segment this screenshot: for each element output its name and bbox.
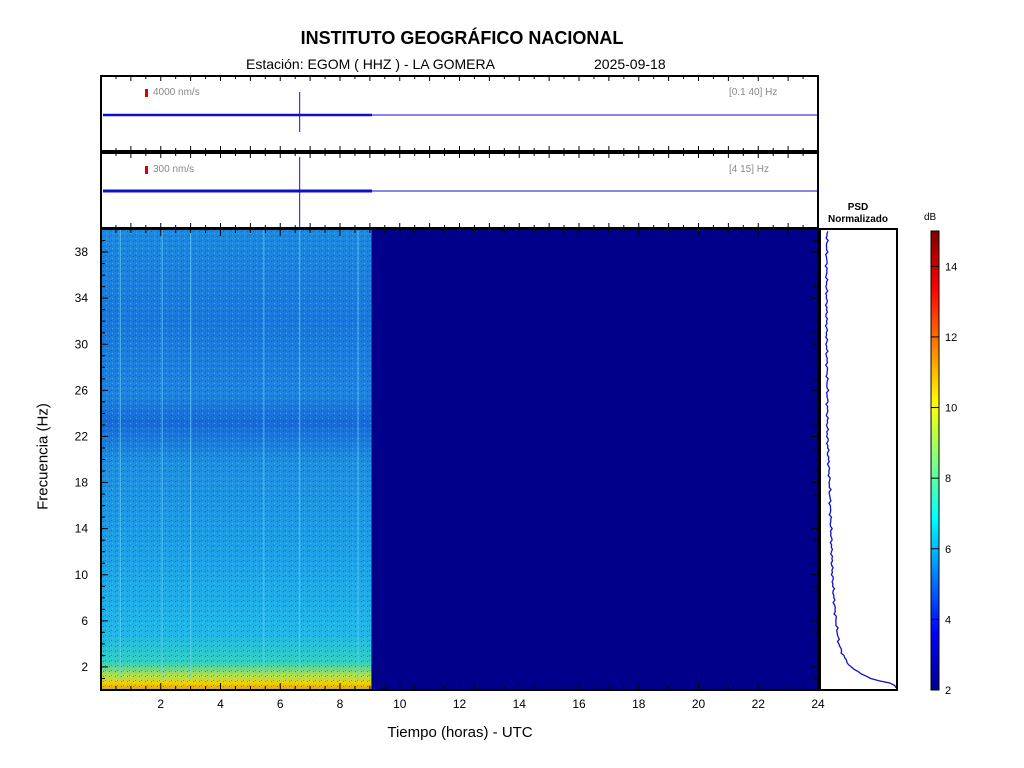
colorbar-tick-label: 10 <box>945 403 957 415</box>
trace2-amplitude-label: 300 nm/s <box>153 164 195 175</box>
trace-panel-filtered <box>100 152 819 229</box>
colorbar-tick-label: 8 <box>945 473 951 485</box>
y-tick-label: 30 <box>75 337 89 351</box>
x-tick-label: 6 <box>277 697 284 711</box>
spectrogram-no-data-region <box>371 229 818 690</box>
y-tick-label: 6 <box>81 614 88 628</box>
panel-ticks <box>115 153 804 228</box>
colorbar-tick-label: 6 <box>945 544 951 556</box>
psd-title: PSD Normalizado <box>818 202 898 226</box>
colorbar-ticks: 2 4 6 8 10 12 14 <box>931 261 957 697</box>
x-tick-label: 10 <box>393 697 407 711</box>
x-tick-label: 12 <box>453 697 467 711</box>
y-tick-label: 26 <box>75 383 89 397</box>
y-tick-label: 38 <box>75 245 89 259</box>
y-tick-label: 10 <box>75 568 89 582</box>
x-tick-label: 24 <box>811 697 825 711</box>
x-tick-label: 20 <box>692 697 706 711</box>
colorbar-unit: dB <box>924 212 937 223</box>
y-tick-label: 22 <box>75 429 89 443</box>
x-tick-label: 22 <box>752 697 766 711</box>
colorbar-tick-label: 4 <box>945 614 951 626</box>
psd-title-line2: Normalizado <box>827 214 888 225</box>
psd-curve <box>824 231 897 689</box>
panel-ticks <box>115 76 804 151</box>
trace2-band-label: [4 15] Hz <box>729 164 770 175</box>
x-tick-label: 18 <box>632 697 646 711</box>
trace1-band-label: [0.1 40] Hz <box>729 87 778 98</box>
x-tick-label: 2 <box>157 697 164 711</box>
spectrogram-stripes <box>119 229 359 680</box>
trace1-amplitude-label: 4000 nm/s <box>153 87 200 98</box>
y-tick-label: 14 <box>75 522 89 536</box>
amplitude-scale-marker <box>145 166 148 174</box>
y-axis-label: Frecuencia (Hz) <box>34 403 52 510</box>
x-tick-labels: 2 4 6 8 10 12 14 16 18 20 22 24 <box>157 697 825 711</box>
x-tick-label: 8 <box>337 697 344 711</box>
spectrogram <box>100 228 819 691</box>
page-title: INSTITUTO GEOGRÁFICO NACIONAL <box>300 28 624 48</box>
colorbar-tick-label: 14 <box>945 261 957 273</box>
colorbar-tick-label: 12 <box>945 332 957 344</box>
colorbar: 2 4 6 8 10 12 14 <box>930 230 957 697</box>
y-tick-label: 2 <box>81 660 88 674</box>
psd-panel <box>819 228 898 691</box>
x-tick-label: 14 <box>513 697 527 711</box>
colorbar-tick-label: 2 <box>945 685 951 697</box>
psd-title-line1: PSD <box>847 202 869 213</box>
spectrogram-texture <box>101 229 372 690</box>
date-label: 2025-09-18 <box>594 56 666 72</box>
x-axis-label: Tiempo (horas) - UTC <box>387 724 533 741</box>
station-label: Estación: EGOM ( HHZ ) - LA GOMERA <box>246 56 495 72</box>
amplitude-scale-marker <box>145 89 148 97</box>
x-tick-label: 16 <box>572 697 586 711</box>
trace-panel-broadband <box>100 75 819 152</box>
y-tick-label: 34 <box>75 291 89 305</box>
x-tick-label: 4 <box>217 697 224 711</box>
spectrogram-ticks <box>101 229 818 690</box>
y-tick-label: 18 <box>75 476 89 490</box>
